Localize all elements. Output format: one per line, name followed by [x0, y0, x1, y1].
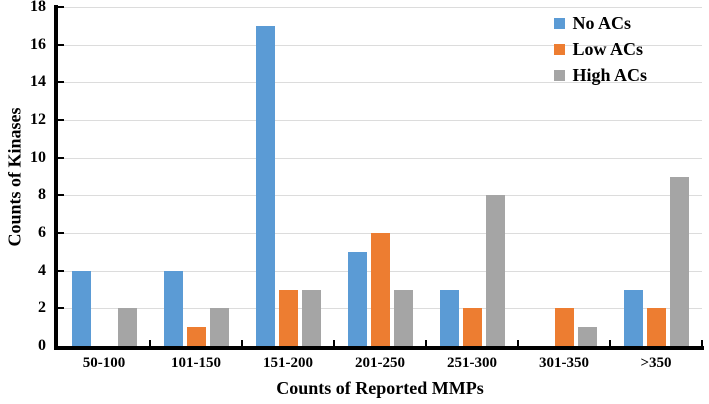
- gridline: [58, 82, 702, 84]
- category-group: [242, 7, 334, 346]
- y-tick-label: 14: [30, 73, 46, 91]
- bar: [209, 308, 229, 346]
- bar: [255, 25, 275, 346]
- category-group: [150, 7, 242, 346]
- bar: [301, 289, 321, 346]
- bar: [577, 327, 597, 346]
- y-tick-mark: [58, 232, 64, 234]
- legend-swatch: [554, 17, 566, 29]
- y-tick-mark: [58, 43, 64, 46]
- y-axis-line: [54, 5, 58, 350]
- y-tick-mark: [58, 269, 64, 272]
- legend-item: High ACs: [554, 62, 647, 88]
- legend-label: No ACs: [572, 12, 631, 33]
- x-tick-mark: [609, 340, 611, 346]
- bar: [485, 195, 505, 346]
- x-tick-mark: [517, 340, 519, 346]
- legend-label: High ACs: [572, 64, 647, 85]
- legend-item: Low ACs: [554, 36, 647, 62]
- y-tick-mark: [58, 81, 64, 84]
- gridline: [58, 7, 702, 8]
- y-tick-label: 8: [38, 186, 46, 204]
- bars-container: [58, 7, 702, 346]
- x-tick-label: >350: [640, 355, 672, 371]
- bar: [186, 327, 206, 346]
- plot-area: No ACs Low ACs High ACs: [58, 6, 703, 346]
- bar: [646, 308, 666, 346]
- legend-swatch: [554, 69, 566, 81]
- bar: [370, 233, 390, 346]
- bar: [278, 289, 298, 346]
- y-axis-title: Counts of Kinases: [4, 107, 25, 247]
- bar: [71, 270, 91, 346]
- category-group: [426, 7, 518, 346]
- x-tick-label: 201-250: [355, 355, 405, 371]
- category-group: [610, 7, 702, 346]
- gridline: [58, 195, 702, 197]
- bar: [623, 289, 643, 346]
- y-tick-label: 18: [30, 0, 46, 15]
- legend-item: No ACs: [554, 10, 647, 36]
- bar: [439, 289, 459, 346]
- legend-label: Low ACs: [572, 38, 643, 59]
- y-tick-mark: [58, 307, 64, 310]
- legend-swatch: [554, 43, 566, 55]
- x-tick-mark: [701, 340, 703, 346]
- x-tick-label: 151-200: [263, 355, 313, 371]
- category-group: [58, 7, 150, 346]
- x-axis-tick-labels: 50-100 101-150 151-200 201-250 251-300 301-35…: [58, 355, 702, 372]
- x-axis-title: Counts of Reported MMPs: [276, 378, 484, 398]
- category-group: [518, 7, 610, 346]
- bar: [347, 251, 367, 346]
- y-tick-mark: [58, 194, 64, 197]
- gridline: [58, 120, 702, 121]
- legend: No ACs Low ACs High ACs: [554, 10, 647, 88]
- x-tick-mark: [333, 340, 335, 346]
- x-axis-line: [54, 346, 704, 350]
- bar: [669, 176, 689, 346]
- x-tick-label: 301-350: [539, 355, 589, 371]
- x-tick-mark: [425, 340, 427, 346]
- gridline: [58, 44, 702, 46]
- y-tick-label: 6: [38, 224, 46, 241]
- x-tick-mark: [149, 340, 151, 346]
- bar: [117, 308, 137, 346]
- bar: [462, 308, 482, 346]
- x-tick-label: 251-300: [447, 355, 497, 371]
- category-group: [334, 7, 426, 346]
- bar: [163, 270, 183, 346]
- y-tick-mark: [58, 6, 64, 8]
- y-tick-label: 12: [30, 111, 46, 128]
- y-tick-mark: [58, 156, 64, 159]
- bar: [554, 308, 574, 346]
- bar: [393, 289, 413, 346]
- y-axis-tick-labels: 0 2 4 6 8 10 12 14 16 18: [0, 0, 46, 354]
- x-tick-label: 101-150: [171, 355, 221, 371]
- x-tick-label: 50-100: [82, 355, 126, 371]
- x-tick-mark: [241, 340, 243, 346]
- y-tick-label: 16: [30, 35, 46, 53]
- y-tick-label: 4: [38, 261, 46, 279]
- y-tick-label: 0: [38, 337, 46, 354]
- y-tick-label: 2: [38, 299, 46, 317]
- y-tick-label: 10: [30, 148, 46, 166]
- y-tick-mark: [58, 119, 64, 121]
- gridline: [58, 157, 702, 159]
